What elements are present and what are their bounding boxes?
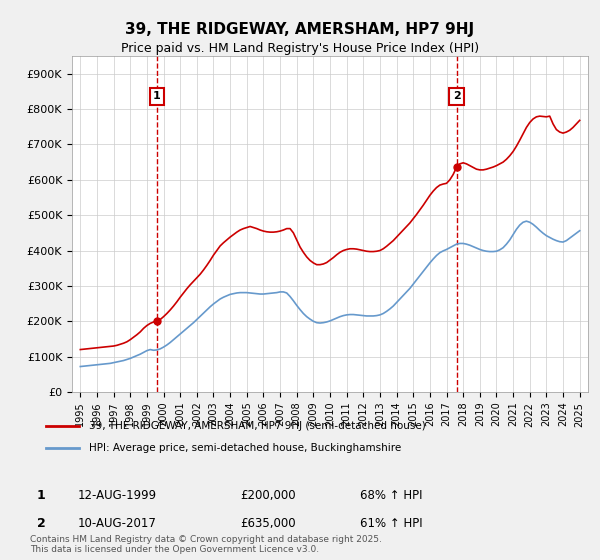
Text: 1: 1	[153, 91, 161, 101]
Text: 39, THE RIDGEWAY, AMERSHAM, HP7 9HJ (semi-detached house): 39, THE RIDGEWAY, AMERSHAM, HP7 9HJ (sem…	[89, 421, 426, 431]
Text: 1: 1	[37, 489, 46, 502]
Text: £635,000: £635,000	[240, 517, 296, 530]
Text: 2: 2	[37, 517, 46, 530]
Text: 39, THE RIDGEWAY, AMERSHAM, HP7 9HJ: 39, THE RIDGEWAY, AMERSHAM, HP7 9HJ	[125, 22, 475, 38]
Text: 12-AUG-1999: 12-AUG-1999	[78, 489, 157, 502]
Text: £200,000: £200,000	[240, 489, 296, 502]
Text: 10-AUG-2017: 10-AUG-2017	[78, 517, 157, 530]
Text: 68% ↑ HPI: 68% ↑ HPI	[360, 489, 422, 502]
Text: Contains HM Land Registry data © Crown copyright and database right 2025.
This d: Contains HM Land Registry data © Crown c…	[30, 535, 382, 554]
Text: 61% ↑ HPI: 61% ↑ HPI	[360, 517, 422, 530]
Text: Price paid vs. HM Land Registry's House Price Index (HPI): Price paid vs. HM Land Registry's House …	[121, 42, 479, 55]
Text: HPI: Average price, semi-detached house, Buckinghamshire: HPI: Average price, semi-detached house,…	[89, 443, 401, 453]
Text: 2: 2	[452, 91, 460, 101]
